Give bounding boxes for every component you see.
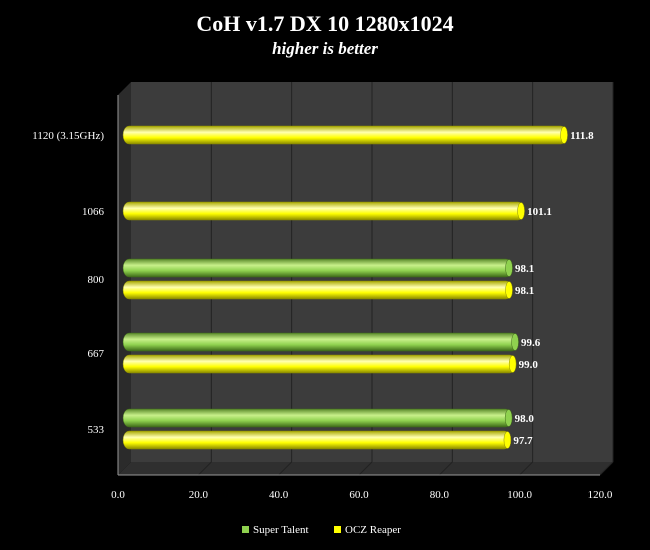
data-labels: 111.8 101.1 98.1 98.1 99.6 99.0 98.0 97.7: [513, 130, 594, 447]
legend-label-super-talent: Super Talent: [253, 524, 309, 536]
bar-cap: [505, 281, 513, 299]
category-label: 1120 (3.15GHz): [32, 130, 104, 142]
bar-cap: [503, 431, 512, 449]
floor-gridline: [197, 461, 212, 476]
x-tick-labels: 0.0 20.0 40.0 60.0 80.0 100.0 120.0: [111, 489, 613, 501]
data-label: 99.6: [521, 337, 541, 349]
bar-super-talent: [122, 258, 513, 278]
data-label: 101.1: [527, 206, 552, 218]
bar-ocz-reaper: [122, 280, 513, 300]
bar-cap: [504, 409, 513, 427]
floor-gridline: [599, 461, 614, 476]
bars: [122, 125, 568, 450]
bar-super-talent: [122, 332, 519, 352]
legend-label-ocz-reaper: OCZ Reaper: [345, 524, 401, 536]
bar-ocz-reaper: [122, 354, 516, 374]
bar-ocz-reaper: [122, 201, 525, 221]
data-label: 98.0: [515, 413, 535, 425]
category-labels: 1120 (3.15GHz) 1066 800 667 533: [32, 130, 104, 436]
category-label: 1066: [82, 206, 105, 218]
floor-gridline: [519, 461, 534, 476]
bar-cap: [511, 333, 519, 351]
floor-gridline: [358, 461, 373, 476]
x-tick-label: 100.0: [507, 489, 532, 501]
chart-subtitle: higher is better: [272, 39, 378, 58]
x-tick-label: 0.0: [111, 489, 125, 501]
category-label: 800: [88, 274, 105, 286]
data-label: 98.1: [515, 263, 534, 275]
x-tick-label: 20.0: [189, 489, 209, 501]
bar-ocz-reaper: [122, 430, 511, 450]
data-label: 99.0: [519, 359, 539, 371]
x-tick-label: 80.0: [430, 489, 450, 501]
legend: Super Talent OCZ Reaper: [242, 524, 401, 536]
data-label: 111.8: [570, 130, 594, 142]
legend-swatch-super-talent: [242, 526, 249, 533]
plot-side-wall: [118, 82, 131, 475]
category-label: 667: [88, 348, 105, 360]
bar-cap: [505, 259, 513, 277]
bar-cap: [508, 355, 517, 373]
data-label: 97.7: [513, 435, 533, 447]
category-label: 533: [88, 424, 105, 436]
x-tick-label: 120.0: [588, 489, 613, 501]
floor-gridline: [438, 461, 453, 476]
bar-cap: [560, 126, 568, 144]
legend-swatch-ocz-reaper: [334, 526, 341, 533]
bar-cap: [517, 202, 525, 220]
chart-title: CoH v1.7 DX 10 1280x1024: [196, 11, 453, 36]
bar-super-talent: [122, 408, 512, 428]
x-tick-label: 40.0: [269, 489, 289, 501]
floor-gridline: [278, 461, 293, 476]
data-label: 98.1: [515, 285, 534, 297]
x-tick-label: 60.0: [349, 489, 369, 501]
bar-ocz-reaper: [122, 125, 568, 145]
